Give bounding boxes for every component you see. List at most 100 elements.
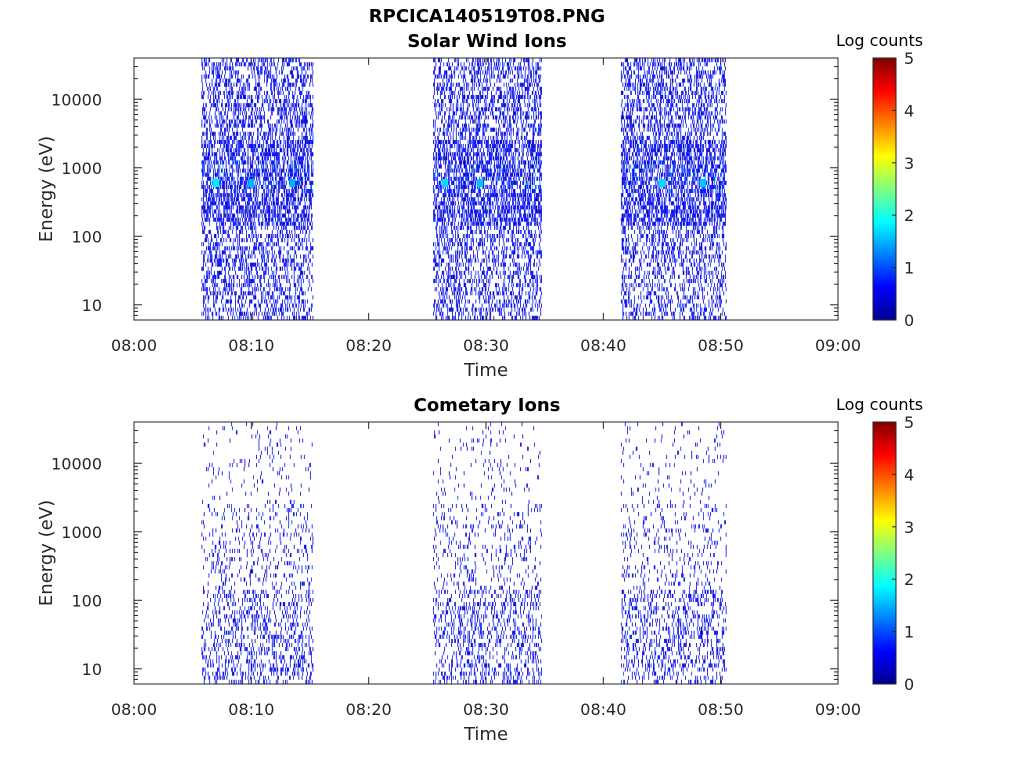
heatmap-cell: [456, 139, 458, 145]
heatmap-cell: [301, 287, 303, 292]
heatmap-cell: [442, 209, 444, 214]
heatmap-cell: [274, 131, 276, 136]
heatmap-cell: [443, 123, 445, 128]
heatmap-cell: [305, 119, 307, 124]
heatmap-cell: [311, 221, 313, 226]
heatmap-cell: [307, 299, 308, 304]
heatmap-cell: [231, 74, 233, 79]
heatmap-cell: [227, 144, 229, 149]
heatmap-cell: [233, 217, 235, 222]
heatmap-cell: [443, 156, 445, 161]
heatmap-cell: [300, 90, 301, 95]
heatmap-cell: [201, 184, 203, 190]
heatmap-cell: [236, 144, 238, 149]
heatmap-cell: [207, 176, 209, 181]
heatmap-cell: [241, 74, 243, 79]
heatmap-cell: [235, 99, 236, 104]
heatmap-cell: [235, 74, 236, 79]
heatmap-cell: [436, 184, 438, 190]
heatmap-cell: [224, 201, 226, 206]
heatmap-cell: [446, 78, 448, 83]
heatmap-cell: [261, 213, 263, 218]
heatmap-cell: [205, 70, 207, 75]
heatmap-cell: [455, 152, 456, 157]
heatmap-cell: [216, 172, 218, 177]
heatmap-cell: [240, 315, 242, 320]
heatmap-cell: [453, 287, 455, 292]
heatmap-cell: [257, 70, 258, 75]
heatmap-cell: [441, 291, 442, 296]
heatmap-cell: [302, 119, 304, 124]
heatmap-cell: [208, 246, 210, 251]
heatmap-cell: [205, 250, 207, 255]
heatmap-cell: [267, 225, 268, 230]
heatmap-cell: [309, 229, 311, 234]
heatmap-cell: [285, 131, 287, 136]
heatmap-cell: [455, 201, 456, 206]
heatmap-cell: [232, 111, 234, 116]
heatmap-cell: [299, 180, 301, 185]
heatmap-cell: [229, 78, 231, 83]
heatmap-cell: [312, 123, 314, 128]
heatmap-cell: [245, 152, 247, 157]
heatmap-cell: [241, 123, 243, 128]
heatmap-cell: [441, 119, 442, 124]
heatmap-cell: [453, 270, 455, 275]
heatmap-cell: [206, 176, 208, 181]
heatmap-cell: [309, 197, 311, 202]
heatmap-cell: [203, 168, 204, 173]
heatmap-cell: [291, 66, 293, 71]
heatmap-cell: [230, 148, 232, 153]
heatmap-cell: [269, 99, 271, 104]
heatmap-cell: [261, 299, 263, 304]
heatmap-cell: [231, 164, 233, 169]
heatmap-cell: [253, 262, 254, 267]
heatmap-cell: [272, 205, 274, 210]
heatmap-cell: [267, 123, 269, 128]
heatmap-cell: [271, 246, 273, 251]
heatmap-cell: [238, 201, 240, 206]
heatmap-cell: [250, 266, 252, 271]
heatmap-cell: [439, 180, 441, 185]
heatmap-cell: [271, 238, 272, 243]
heatmap-cell: [440, 139, 442, 145]
heatmap-cell: [442, 258, 444, 263]
heatmap-cell: [202, 131, 204, 136]
heatmap-cell: [203, 229, 205, 234]
heatmap-cell: [439, 148, 441, 153]
heatmap-cell: [216, 107, 218, 112]
heatmap-cell: [459, 172, 461, 177]
heatmap-cell: [278, 58, 279, 63]
heatmap-cell: [303, 209, 305, 214]
heatmap-cell: [248, 287, 250, 292]
heatmap-cell: [299, 152, 301, 157]
heatmap-cell: [238, 266, 240, 271]
heatmap-cell: [232, 66, 234, 71]
heatmap-cell: [284, 127, 286, 132]
heatmap-cell: [228, 176, 229, 181]
heatmap-cell: [203, 180, 204, 185]
heatmap-cell: [250, 213, 252, 218]
heatmap-cell: [444, 209, 445, 214]
heatmap-cell: [233, 189, 235, 194]
heatmap-cell: [465, 315, 467, 320]
heatmap-cell: [443, 258, 445, 263]
heatmap-cell: [309, 307, 311, 312]
heatmap-cell: [242, 250, 243, 255]
heatmap-cell: [224, 229, 225, 234]
heatmap-cell: [274, 160, 276, 165]
heatmap-cell: [233, 213, 235, 218]
heatmap-cell: [433, 164, 435, 169]
heatmap-cell: [462, 262, 464, 267]
heatmap-cell: [462, 152, 463, 157]
heatmap-cell: [455, 274, 457, 279]
heatmap-cell: [260, 107, 262, 112]
heatmap-cell: [264, 197, 266, 202]
heatmap-cell: [291, 74, 293, 79]
heatmap-cell: [221, 176, 222, 181]
heatmap-cell: [454, 164, 456, 169]
heatmap-cell: [236, 90, 238, 95]
heatmap-cell: [249, 197, 250, 202]
heatmap-cell: [444, 70, 445, 75]
heatmap-cell: [302, 193, 304, 198]
